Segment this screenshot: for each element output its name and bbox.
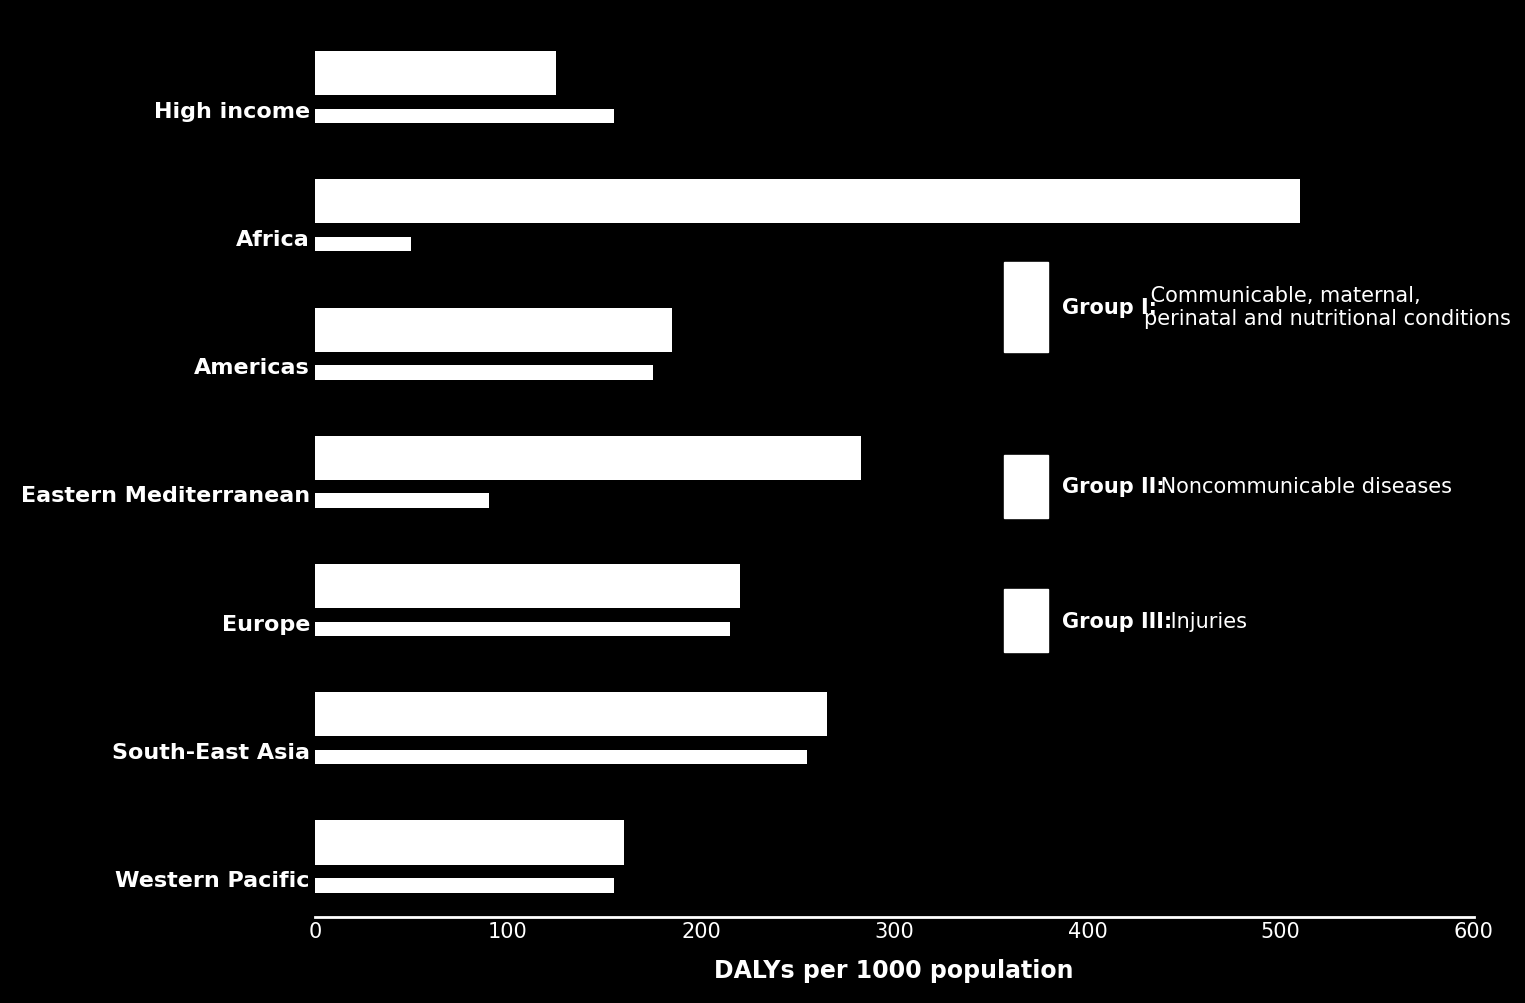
Text: Injuries: Injuries [1164,611,1247,631]
Bar [314,366,653,380]
Bar [314,109,615,124]
Bar [314,238,412,252]
Bar [314,879,615,893]
Text: Group III:: Group III: [1063,611,1173,631]
Text: Group II:: Group II: [1063,476,1165,496]
Bar [314,692,827,736]
Bar [314,181,1299,225]
Bar [314,750,807,764]
Text: Communicable, maternal,
perinatal and nutritional conditions: Communicable, maternal, perinatal and nu… [1144,286,1511,329]
Text: Group I:: Group I: [1063,298,1157,318]
Text: Noncommunicable diseases: Noncommunicable diseases [1154,476,1452,496]
Bar [314,52,557,96]
Bar [314,565,740,609]
Bar [314,308,673,352]
FancyBboxPatch shape [1005,455,1048,518]
Bar [314,622,730,637]
X-axis label: DALYs per 1000 population: DALYs per 1000 population [715,958,1074,982]
FancyBboxPatch shape [1005,590,1048,652]
FancyBboxPatch shape [1005,263,1048,352]
Bar [314,494,488,509]
Bar [314,436,862,480]
Bar [314,820,624,865]
